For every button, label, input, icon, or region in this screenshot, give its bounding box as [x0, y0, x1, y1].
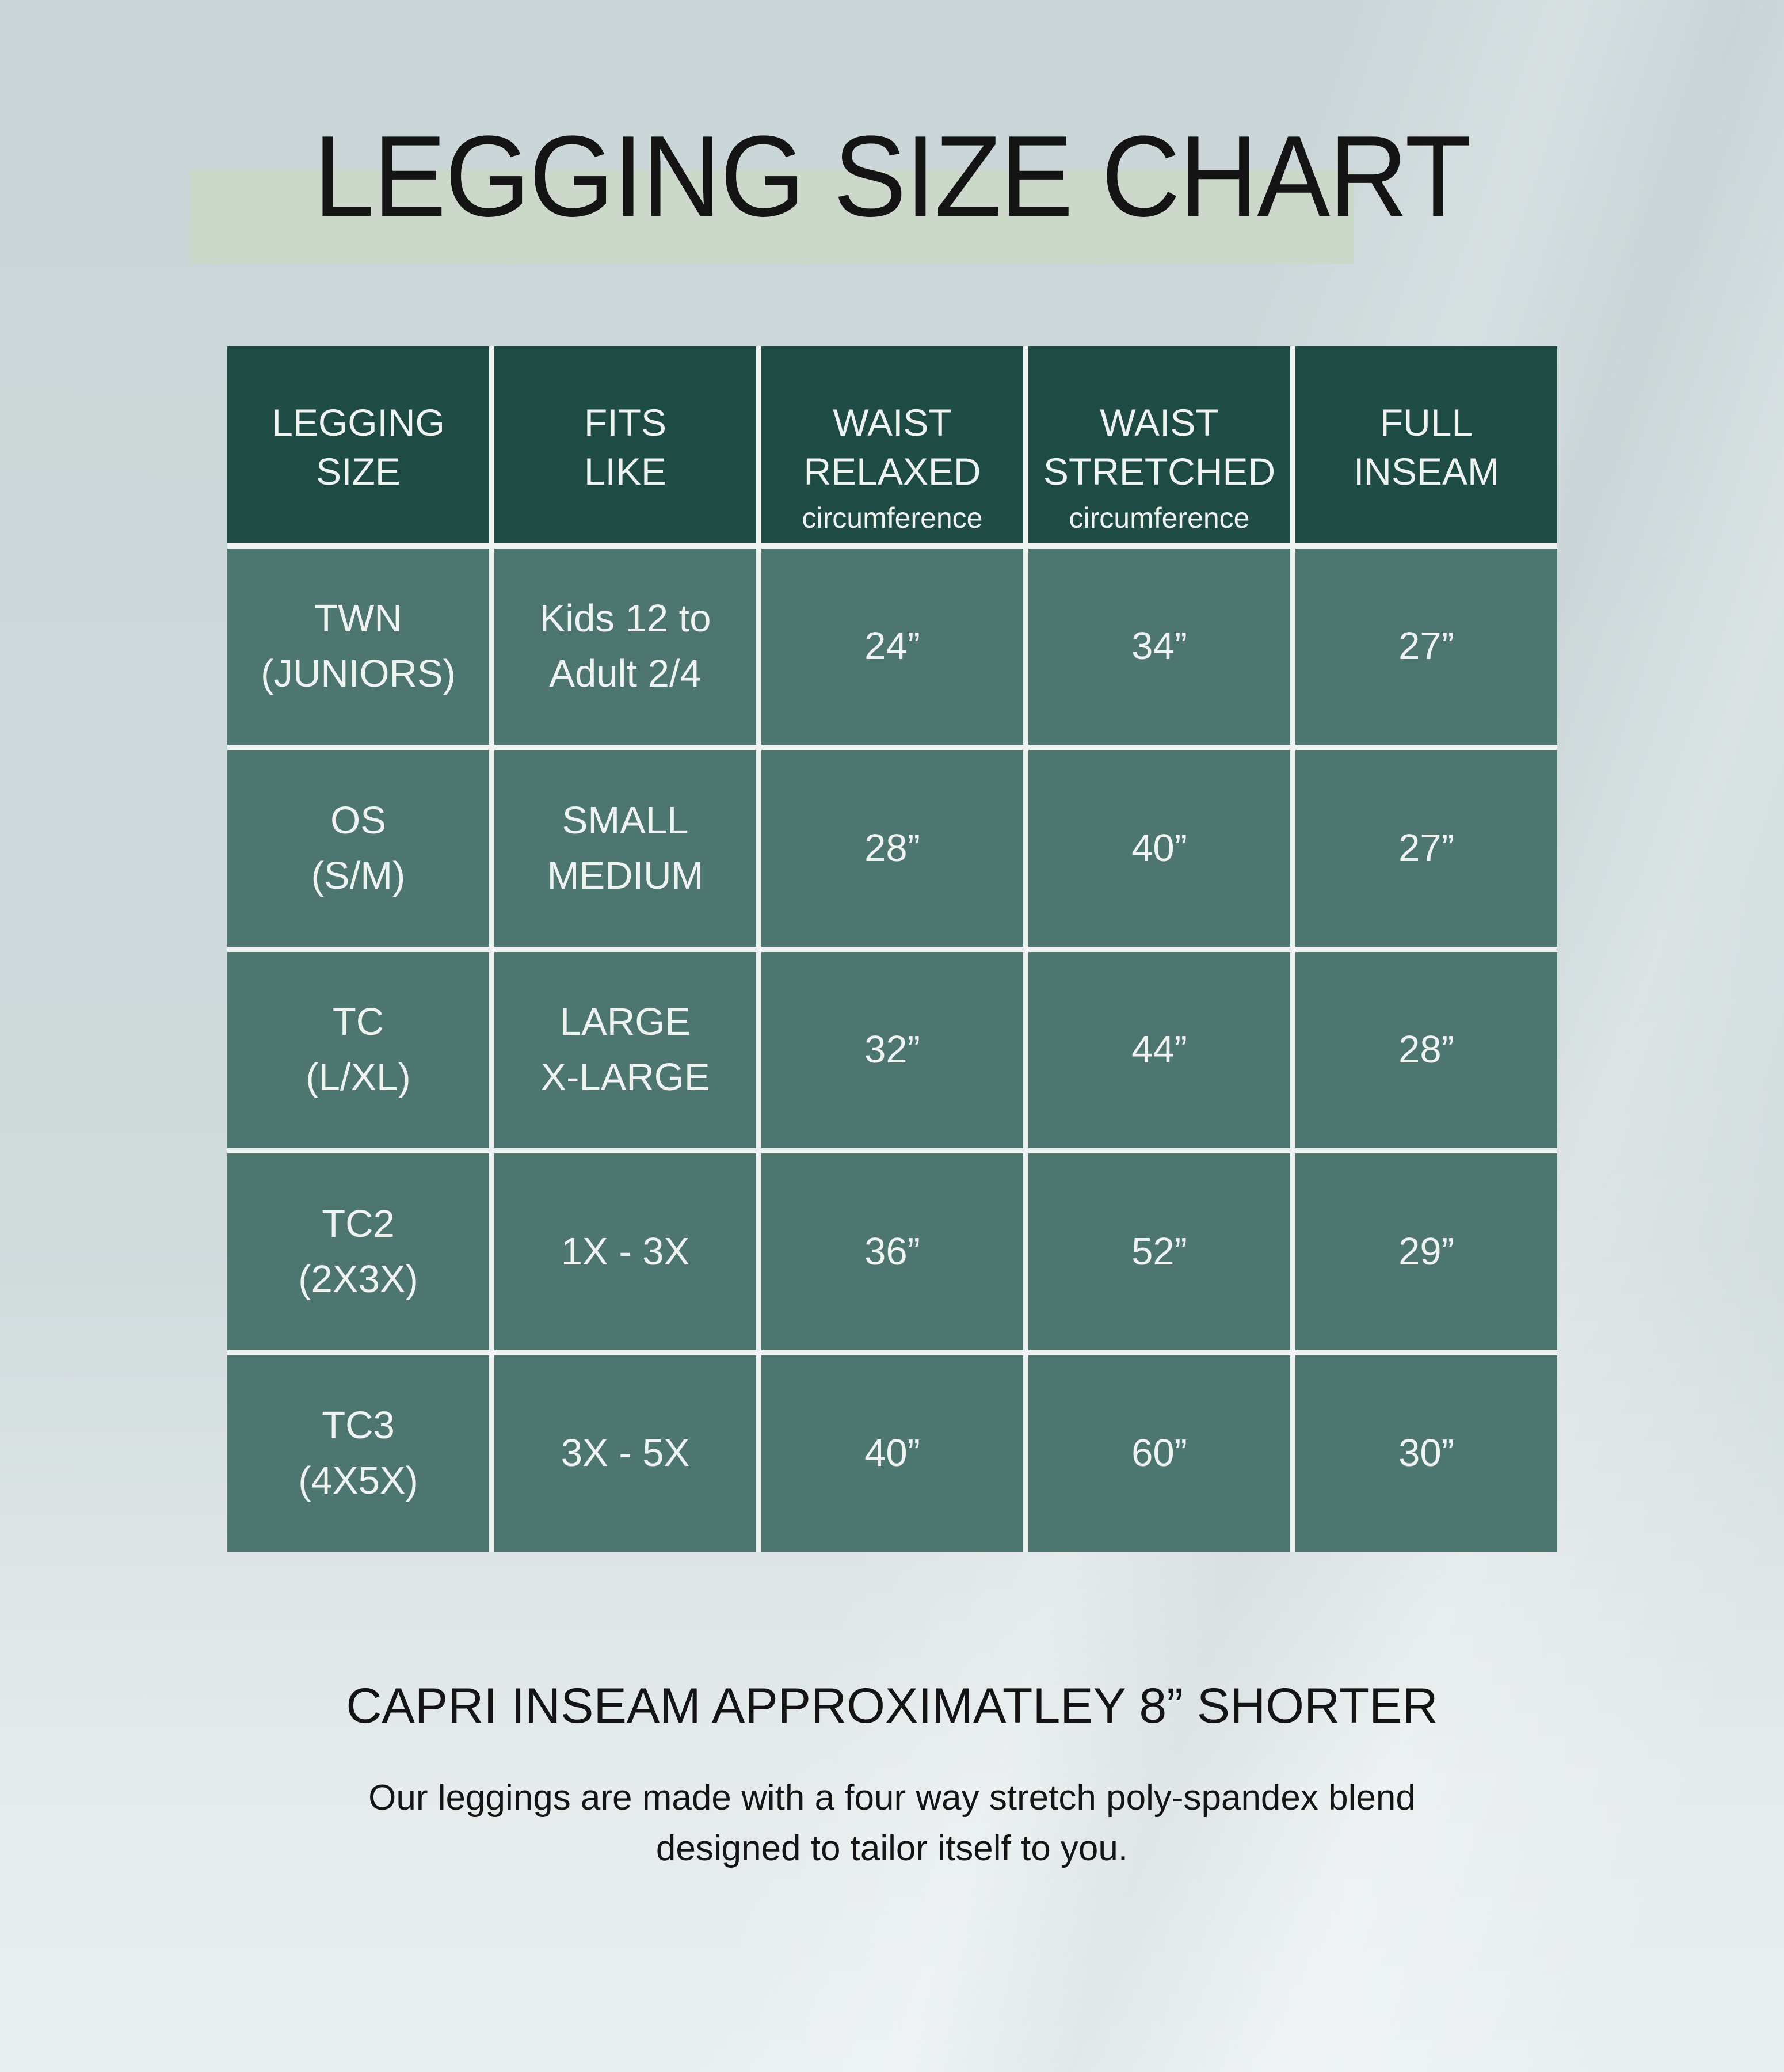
cell-line: 27” [1398, 624, 1454, 668]
row2-waist-stretched: 40” [1028, 750, 1290, 947]
cell-line: 28” [1398, 1028, 1454, 1072]
cell-line: (S/M) [311, 854, 406, 897]
cell-line: LARGE [559, 1000, 691, 1044]
header-line: FULL [1379, 401, 1473, 444]
cell-line: (JUNIORS) [261, 652, 456, 696]
cell-line: 29” [1398, 1229, 1454, 1273]
row1-waist-relaxed: 24” [761, 548, 1023, 745]
row1-full-inseam: 27” [1295, 548, 1557, 745]
cell-line: X-LARGE [540, 1056, 710, 1099]
capri-inseam-note: CAPRI INSEAM APPROXIMATLEY 8” SHORTER [346, 1678, 1438, 1734]
header-line: WAIST [833, 401, 952, 444]
cell-line: 40” [864, 1431, 920, 1475]
cell-line: (4X5X) [298, 1459, 418, 1503]
row4-waist-stretched: 52” [1028, 1153, 1290, 1350]
cell-line: Kids 12 to [539, 597, 711, 641]
row4-fits-like: 1X - 3X [494, 1153, 756, 1350]
cell-line: 44” [1131, 1028, 1187, 1072]
cell-line: 28” [864, 826, 920, 870]
cell-line: 34” [1131, 624, 1187, 668]
size-chart-table: LEGGING SIZE FITS LIKE WAIST RELAXED cir… [227, 346, 1557, 1552]
row5-legging-size: TC3 (4X5X) [227, 1355, 489, 1552]
cell-line: SMALL [562, 798, 689, 842]
cell-line: 27” [1398, 826, 1454, 870]
row3-full-inseam: 28” [1295, 951, 1557, 1148]
fabric-description-line: designed to tailor itself to you. [655, 1829, 1129, 1869]
row2-legging-size: OS (S/M) [227, 750, 489, 947]
header-line: SIZE [316, 450, 401, 493]
header-line: INSEAM [1353, 450, 1500, 493]
row5-fits-like: 3X - 5X [494, 1355, 756, 1552]
cell-line: 30” [1398, 1431, 1454, 1475]
row5-waist-stretched: 60” [1028, 1355, 1290, 1552]
header-line: RELAXED [803, 450, 981, 493]
row4-full-inseam: 29” [1295, 1153, 1557, 1350]
cell-line: (L/XL) [306, 1056, 411, 1099]
row3-legging-size: TC (L/XL) [227, 951, 489, 1148]
cell-line: 52” [1131, 1229, 1187, 1273]
row4-legging-size: TC2 (2X3X) [227, 1153, 489, 1350]
header-line: WAIST [1100, 401, 1219, 444]
page-title-text: LEGGING SIZE CHART [313, 112, 1472, 241]
row3-waist-stretched: 44” [1028, 951, 1290, 1148]
header-cell-waist-relaxed: WAIST RELAXED circumference [761, 346, 1023, 543]
cell-line: TWN [314, 597, 402, 641]
header-line: LIKE [584, 450, 667, 493]
cell-line: TC2 [322, 1202, 395, 1246]
row2-full-inseam: 27” [1295, 750, 1557, 947]
header-subline-circumference: circumference [802, 502, 983, 535]
cell-line: TC [332, 1000, 384, 1044]
header-cell-legging-size: LEGGING SIZE [227, 346, 489, 543]
header-line: FITS [584, 401, 666, 444]
cell-line: 24” [864, 624, 920, 668]
row1-waist-stretched: 34” [1028, 548, 1290, 745]
cell-line: OS [330, 798, 386, 842]
header-cell-fits-like: FITS LIKE [494, 346, 756, 543]
fabric-description-line: Our leggings are made with a four way st… [368, 1778, 1416, 1818]
cell-line: MEDIUM [547, 854, 704, 897]
row5-full-inseam: 30” [1295, 1355, 1557, 1552]
title-highlight-band [190, 170, 1354, 264]
row1-fits-like: Kids 12 to Adult 2/4 [494, 548, 756, 745]
cell-line: 40” [1131, 826, 1187, 870]
header-subline-circumference: circumference [1069, 502, 1250, 535]
cell-line: 1X - 3X [561, 1229, 690, 1273]
header-cell-full-inseam: FULL INSEAM [1295, 346, 1557, 543]
cell-line: TC3 [322, 1404, 395, 1448]
header-line: STRETCHED [1043, 450, 1276, 493]
cell-line: 3X - 5X [561, 1431, 690, 1475]
page-title: LEGGING SIZE CHART [0, 119, 1784, 234]
cell-line: 32” [864, 1028, 920, 1072]
header-cell-waist-stretched: WAIST STRETCHED circumference [1028, 346, 1290, 543]
cell-line: Adult 2/4 [549, 652, 702, 696]
header-line: LEGGING [272, 401, 445, 444]
row5-waist-relaxed: 40” [761, 1355, 1023, 1552]
cell-line: 36” [864, 1229, 920, 1273]
row4-waist-relaxed: 36” [761, 1153, 1023, 1350]
row2-fits-like: SMALL MEDIUM [494, 750, 756, 947]
row1-legging-size: TWN (JUNIORS) [227, 548, 489, 745]
fabric-description: Our leggings are made with a four way st… [0, 1773, 1784, 1874]
row3-waist-relaxed: 32” [761, 951, 1023, 1148]
row3-fits-like: LARGE X-LARGE [494, 951, 756, 1148]
cell-line: (2X3X) [298, 1257, 418, 1301]
row2-waist-relaxed: 28” [761, 750, 1023, 947]
cell-line: 60” [1131, 1431, 1187, 1475]
